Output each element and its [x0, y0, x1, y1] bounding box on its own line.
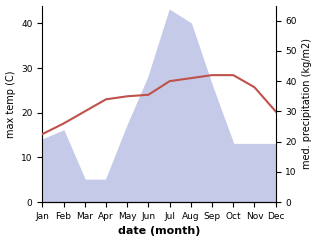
Y-axis label: max temp (C): max temp (C): [5, 70, 16, 138]
Y-axis label: med. precipitation (kg/m2): med. precipitation (kg/m2): [302, 38, 313, 169]
X-axis label: date (month): date (month): [118, 227, 200, 236]
